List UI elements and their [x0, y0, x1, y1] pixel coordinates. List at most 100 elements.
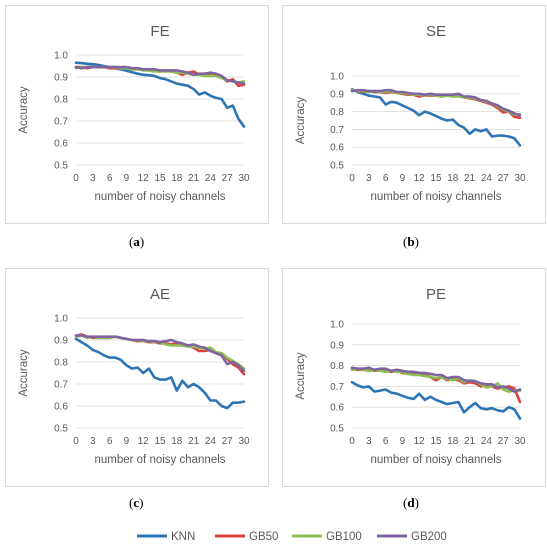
series-line-gb200 — [74, 334, 246, 373]
legend-item-gb50: GB50 — [215, 531, 278, 543]
panel-frame — [5, 268, 269, 487]
x-tick-label: 12 — [138, 173, 150, 184]
chart-panel-c: AE 0.5 0.6 0.7 0.8 0.9 1.0 0 3 6 9 12 15 18 21 24 27 30 nu… — [5, 268, 269, 487]
y-tick-label: 0.8 — [54, 95, 68, 106]
x-tick-label: 21 — [464, 436, 476, 447]
x-tick-label: 9 — [400, 436, 406, 447]
x-tick-label: 30 — [514, 436, 526, 447]
series-line-gb100 — [350, 367, 522, 393]
panel-label-b: (b) — [403, 234, 419, 249]
legend-item-gb200: GB200 — [377, 531, 447, 543]
y-tick-label: 0.7 — [54, 380, 68, 391]
x-tick-label: 24 — [481, 436, 493, 447]
y-tick-label: 0.6 — [330, 403, 344, 414]
series-line-knn — [350, 380, 522, 420]
y-tick-label: 0.8 — [54, 358, 68, 369]
y-tick-label: 0.7 — [330, 382, 344, 393]
panel-label-a: (a) — [129, 234, 145, 249]
panel-label-d: (d) — [403, 495, 419, 510]
x-axis-label: number of noisy channels — [94, 454, 225, 466]
y-tick-label: 1.0 — [54, 51, 68, 62]
chart-panel-a: FE 0.5 0.6 0.7 0.8 0.9 1.0 0 3 6 9 12 15 18 21 24 27 30 nu… — [5, 5, 269, 224]
legend-label: GB50 — [249, 531, 278, 543]
y-tick-label: 0.9 — [54, 336, 68, 347]
y-tick-label: 0.8 — [330, 107, 344, 118]
y-axis-label: Accuracy — [295, 97, 307, 145]
x-tick-label: 27 — [498, 173, 510, 184]
panel-frame — [282, 5, 546, 224]
x-tick-label: 0 — [349, 436, 355, 447]
x-tick-label: 15 — [154, 436, 166, 447]
x-tick-label: 15 — [154, 173, 166, 184]
y-tick-label: 0.5 — [330, 161, 344, 172]
x-tick-label: 3 — [90, 436, 96, 447]
x-tick-label: 15 — [430, 436, 442, 447]
x-tick-label: 6 — [383, 173, 389, 184]
y-tick-label: 0.7 — [54, 117, 68, 128]
x-tick-label: 24 — [205, 173, 217, 184]
x-axis-label: number of noisy channels — [94, 191, 225, 203]
x-tick-label: 12 — [414, 436, 426, 447]
x-tick-label: 30 — [514, 173, 526, 184]
legend-label: GB200 — [411, 531, 447, 543]
legend-label: GB100 — [326, 531, 362, 543]
x-axis-label: number of noisy channels — [370, 454, 501, 466]
x-tick-label: 6 — [107, 436, 113, 447]
legend-item-knn: KNN — [137, 531, 195, 543]
y-tick-label: 0.5 — [54, 424, 68, 435]
x-tick-label: 24 — [205, 436, 217, 447]
y-tick-label: 0.9 — [330, 340, 344, 351]
y-axis-label: Accuracy — [18, 86, 30, 134]
x-tick-label: 3 — [366, 173, 372, 184]
x-tick-label: 30 — [238, 173, 250, 184]
y-tick-label: 0.8 — [330, 361, 344, 372]
x-tick-label: 30 — [238, 436, 250, 447]
y-tick-label: 0.9 — [330, 89, 344, 100]
x-tick-label: 21 — [188, 173, 200, 184]
legend: KNN GB50 GB100 GB200 — [137, 531, 447, 543]
legend-label: KNN — [171, 531, 195, 543]
x-tick-label: 27 — [222, 173, 234, 184]
chart-title: AE — [150, 286, 170, 303]
y-tick-label: 1.0 — [330, 72, 344, 83]
series-line-gb200 — [74, 65, 246, 85]
x-tick-label: 9 — [124, 173, 130, 184]
y-tick-label: 0.6 — [54, 139, 68, 150]
series-line-knn — [350, 88, 522, 147]
x-tick-label: 6 — [107, 173, 113, 184]
x-tick-label: 27 — [222, 436, 234, 447]
x-tick-label: 0 — [73, 436, 79, 447]
x-tick-label: 27 — [498, 436, 510, 447]
x-tick-label: 6 — [383, 436, 389, 447]
x-tick-label: 21 — [188, 436, 200, 447]
x-tick-label: 12 — [138, 436, 150, 447]
x-tick-label: 18 — [447, 436, 459, 447]
x-tick-label: 18 — [447, 173, 459, 184]
x-tick-label: 21 — [464, 173, 476, 184]
y-tick-label: 0.9 — [54, 73, 68, 84]
x-tick-label: 15 — [430, 173, 442, 184]
x-tick-label: 3 — [90, 173, 96, 184]
x-tick-label: 0 — [349, 173, 355, 184]
x-tick-label: 18 — [171, 436, 183, 447]
x-tick-label: 9 — [124, 436, 130, 447]
chart-title: PE — [426, 286, 446, 303]
y-tick-label: 0.6 — [54, 402, 68, 413]
chart-title: SE — [426, 23, 446, 40]
panel-frame — [282, 268, 546, 487]
x-axis-label: number of noisy channels — [370, 191, 501, 203]
x-tick-label: 12 — [414, 173, 426, 184]
y-tick-label: 1.0 — [330, 320, 344, 331]
x-tick-label: 24 — [481, 173, 493, 184]
chart-panel-b: SE 0.5 0.6 0.7 0.8 0.9 1.0 0 3 6 9 12 15 18 21 24 27 30 nu… — [282, 5, 546, 224]
chart-panel-d: PE 0.5 0.6 0.7 0.8 0.9 1.0 0 3 6 9 12 15 18 21 24 27 30 nu… — [282, 268, 546, 487]
series-line-knn — [74, 337, 246, 410]
y-axis-label: Accuracy — [295, 352, 307, 400]
x-tick-label: 3 — [366, 436, 372, 447]
series-line-gb200 — [350, 88, 522, 117]
y-tick-label: 0.6 — [330, 143, 344, 154]
y-tick-label: 0.5 — [330, 424, 344, 435]
series-line-gb200 — [350, 366, 522, 393]
